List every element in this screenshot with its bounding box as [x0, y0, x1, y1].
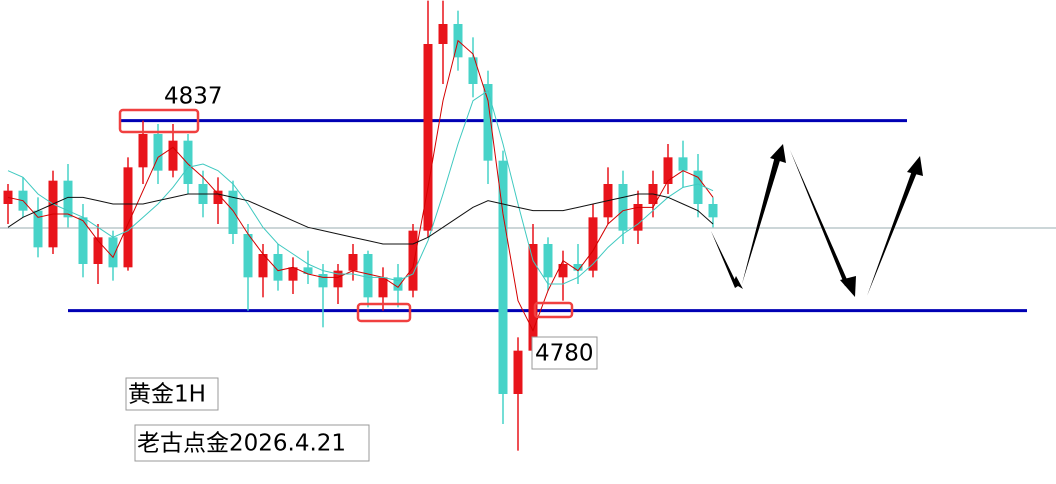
candle-body: [363, 254, 373, 298]
highlight-box: [533, 301, 574, 319]
moving-average: [7, 39, 714, 332]
candle-body: [573, 264, 583, 271]
candle-body: [588, 217, 598, 271]
candle-body: [408, 230, 418, 291]
label-box: [531, 336, 598, 370]
candle-body: [63, 180, 73, 218]
candle-body: [528, 244, 538, 351]
candle-body: [258, 254, 268, 278]
candle-body: [483, 84, 493, 161]
candle-body: [678, 157, 688, 171]
candle-body: [423, 44, 433, 231]
candle-body: [108, 237, 118, 268]
candle-body: [318, 274, 328, 288]
candle-body: [138, 134, 148, 168]
highlight-box: [118, 108, 200, 134]
candle-body: [543, 244, 553, 278]
label-box: [134, 424, 370, 462]
arrow-head: [840, 276, 856, 297]
candle-body: [183, 140, 193, 184]
arrow-head: [770, 144, 786, 163]
candle-body: [93, 237, 103, 264]
candle-body: [633, 204, 643, 231]
arrow-head: [733, 276, 743, 289]
level-label: 4837: [164, 84, 223, 110]
arrow-head: [907, 156, 923, 176]
candle-body: [303, 267, 313, 274]
candle-body: [693, 170, 703, 204]
candle-body: [123, 167, 133, 268]
plot: [3, 0, 1027, 451]
highlight-box: [356, 302, 412, 323]
candle-body: [498, 160, 508, 394]
candle-body: [333, 270, 343, 288]
candle-body: [273, 254, 283, 281]
candle-body: [243, 234, 253, 278]
candle-body: [78, 217, 88, 264]
level-label: 4780: [535, 341, 594, 367]
label-box: [125, 377, 219, 411]
candle-body: [213, 190, 223, 204]
annotation: 黄金1H: [128, 382, 206, 408]
candle-body: [663, 157, 673, 184]
moving-average: [7, 193, 714, 245]
candle-body: [558, 264, 568, 278]
candle-body: [33, 210, 43, 248]
arrow: [790, 150, 849, 286]
arrow: [742, 152, 782, 284]
arrow: [867, 168, 918, 296]
candle-body: [153, 134, 163, 171]
candle-body: [438, 24, 448, 44]
candle-body: [348, 254, 358, 271]
candle-body: [513, 350, 523, 394]
candle-body: [393, 277, 403, 291]
annotation: 老古点金2026.4.21: [137, 431, 346, 457]
moving-average: [7, 89, 714, 285]
arrow: [711, 231, 738, 288]
candle-body: [378, 277, 388, 298]
candle-body: [288, 267, 298, 281]
candle-body: [618, 184, 628, 231]
candle-body: [228, 190, 238, 234]
candle-body: [708, 204, 718, 218]
candle-body: [168, 140, 178, 171]
candle-body: [468, 57, 478, 84]
